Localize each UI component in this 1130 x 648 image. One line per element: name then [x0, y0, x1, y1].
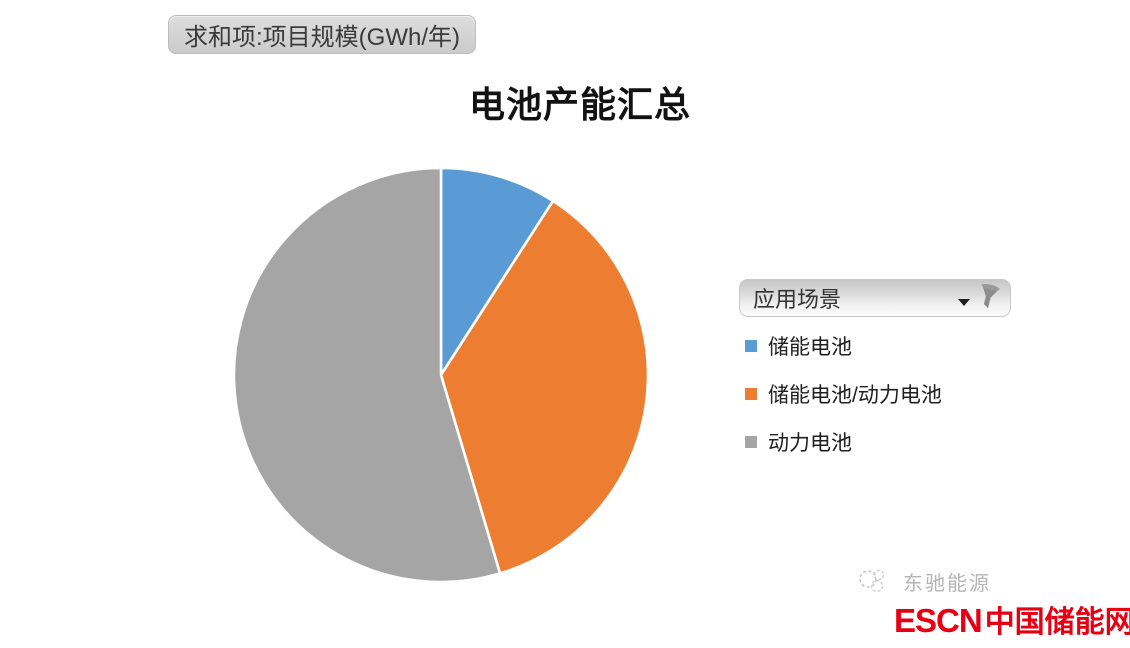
- chart-title: 电池产能汇总: [468, 84, 692, 125]
- legend-item-storage[interactable]: 储能电池: [745, 331, 942, 361]
- legend-swatch-orange: [745, 388, 757, 400]
- pie-chart-svg: [232, 166, 650, 584]
- company-watermark: 东驰能源: [856, 566, 991, 596]
- legend-swatch-gray: [745, 436, 757, 448]
- company-logo-icon: [859, 569, 885, 593]
- pie-slice-2[interactable]: [232, 166, 502, 584]
- legend-label: 动力电池: [768, 432, 852, 455]
- value-field-label: 求和项:项目规模(GWh/年): [184, 24, 460, 51]
- site-name-cn: 中国储能网: [984, 606, 1130, 639]
- legend-label: 储能电池: [768, 336, 852, 359]
- legend-item-storage-power[interactable]: 储能电池/动力电池: [745, 379, 942, 409]
- site-watermark: ESCN 中国储能网: [894, 597, 1130, 641]
- value-field-button[interactable]: 求和项:项目规模(GWh/年): [168, 15, 476, 54]
- legend: 储能电池 储能电池/动力电池 动力电池: [745, 331, 942, 457]
- pie-slice-0[interactable]: [439, 166, 555, 377]
- company-name: 东驰能源: [903, 572, 991, 595]
- legend-field-label: 应用场景: [753, 287, 842, 312]
- legend-field-button[interactable]: 应用场景: [739, 279, 1011, 317]
- legend-swatch-blue: [745, 340, 757, 352]
- pie-slice-1[interactable]: [439, 199, 650, 575]
- legend-item-power[interactable]: 动力电池: [745, 427, 942, 457]
- filter-funnel-icon: [981, 284, 1000, 309]
- pie-chart: [224, 158, 658, 592]
- legend-label: 储能电池/动力电池: [768, 384, 942, 407]
- site-name-en: ESCN: [894, 602, 983, 639]
- caret-down-icon: [958, 298, 970, 306]
